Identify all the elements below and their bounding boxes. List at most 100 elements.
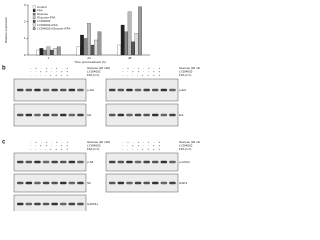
bar <box>127 11 132 56</box>
blot-band <box>109 160 116 164</box>
condition-signs: - + - + - + - + <box>122 140 161 144</box>
condition-signs: - - + + - - + + <box>122 143 161 147</box>
condition-name: Glucose (20 mM) <box>87 66 110 70</box>
blot-band <box>160 113 168 117</box>
blot-band <box>109 181 116 185</box>
condition-signs: - - + + - - + + <box>30 69 69 73</box>
legend-label: Control <box>37 5 47 9</box>
condition-signs: - - - - + + + + <box>122 73 161 77</box>
bar <box>39 48 44 56</box>
bar <box>49 49 54 56</box>
blot-band <box>77 160 84 164</box>
strip-label: S6 <box>87 181 91 185</box>
legend-swatch <box>32 12 36 16</box>
blot-band <box>60 160 67 164</box>
blot-band <box>34 202 41 206</box>
blot-band <box>51 202 58 206</box>
condition-signs: - - + + - - + + <box>30 143 69 147</box>
blot-band <box>68 113 76 117</box>
bar <box>124 31 129 56</box>
blot-band <box>68 88 76 92</box>
blot-band <box>42 202 50 206</box>
y-tick-label: 1 <box>24 36 26 40</box>
blot-band <box>51 113 58 117</box>
bar <box>56 46 61 56</box>
blot-strip <box>105 152 179 172</box>
blot-band <box>117 88 125 92</box>
blot-band <box>152 181 159 185</box>
blot-band <box>25 181 33 185</box>
legend-swatch <box>32 23 36 27</box>
blot-band <box>117 160 125 164</box>
bar <box>97 31 102 56</box>
blot-band <box>77 202 84 206</box>
y-label: Relative expression <box>4 17 8 44</box>
blot-band <box>68 160 76 164</box>
x-tick-label: 24 <box>87 56 91 60</box>
blot-strip <box>13 194 87 211</box>
bar <box>53 48 58 56</box>
blot-band <box>134 88 142 92</box>
blot-band <box>160 181 168 185</box>
legend-label: FFA <box>37 8 43 12</box>
blot-band <box>134 160 142 164</box>
blot-band <box>17 113 24 117</box>
condition-signs: - + - + - + - + <box>30 140 69 144</box>
legend-swatch <box>32 27 36 30</box>
strip-label: p-GSK3 <box>179 160 190 164</box>
condition-name: Glucose (20 mM) <box>87 140 110 144</box>
blot-band <box>60 113 67 117</box>
condition-name: FFA (1 h) <box>179 73 191 77</box>
legend-swatch <box>32 20 36 23</box>
condition-signs: - - + + - - + + <box>122 69 161 73</box>
blot-strip <box>13 173 87 193</box>
strip-label: Erk <box>179 113 184 117</box>
condition-name: LY294002 <box>87 69 101 73</box>
condition-signs: - - - - + + + + <box>30 147 69 151</box>
bar <box>76 46 81 56</box>
blot-strip <box>105 78 179 102</box>
blot-band <box>17 202 24 206</box>
strip-label: p-Akt <box>87 88 94 92</box>
blot-band <box>77 113 84 117</box>
blot-band <box>152 113 159 117</box>
condition-signs: - - - - + + + + <box>122 147 161 151</box>
blot-band <box>160 160 168 164</box>
condition-name: FFA (1 h) <box>87 147 99 151</box>
blot-band <box>126 181 133 185</box>
blot-band <box>109 113 116 117</box>
condition-signs: - - - - + + + + <box>30 73 69 77</box>
x-label: Time post-treatment (h) <box>74 60 105 64</box>
blot-band <box>143 181 150 185</box>
strip-label: Akt <box>87 113 92 117</box>
strip-label: GAPDH <box>87 202 98 206</box>
blot-strip <box>105 103 179 127</box>
blot-strip <box>13 103 87 127</box>
blot-band <box>60 181 67 185</box>
legend-swatch <box>32 16 36 20</box>
blot-strip <box>13 78 87 102</box>
figure: Relative expression Time post-treatment … <box>2 3 200 211</box>
blot-band <box>51 181 58 185</box>
blot-band <box>17 160 24 164</box>
condition-name: FFA (1 h) <box>179 147 191 151</box>
legend-label: LY294002+Glucose+FFA <box>37 26 70 30</box>
blot-band <box>60 202 67 206</box>
blot-band <box>152 88 159 92</box>
blot-band <box>152 160 159 164</box>
blot-band <box>169 160 176 164</box>
blot-band <box>143 160 150 164</box>
blot-band <box>117 181 125 185</box>
condition-name: LY294002 <box>87 143 101 147</box>
blot-band <box>77 181 84 185</box>
blot-band <box>34 88 41 92</box>
strip-label: p-Erk <box>179 88 187 92</box>
bar <box>94 39 98 56</box>
x-tick-label: 48 <box>128 56 132 60</box>
blot-band <box>34 113 41 117</box>
y-tick-label: 2 <box>24 19 26 23</box>
blot-band <box>143 88 150 92</box>
panel-label: b <box>2 66 6 72</box>
blot-band <box>160 88 168 92</box>
blot-band <box>109 88 116 92</box>
